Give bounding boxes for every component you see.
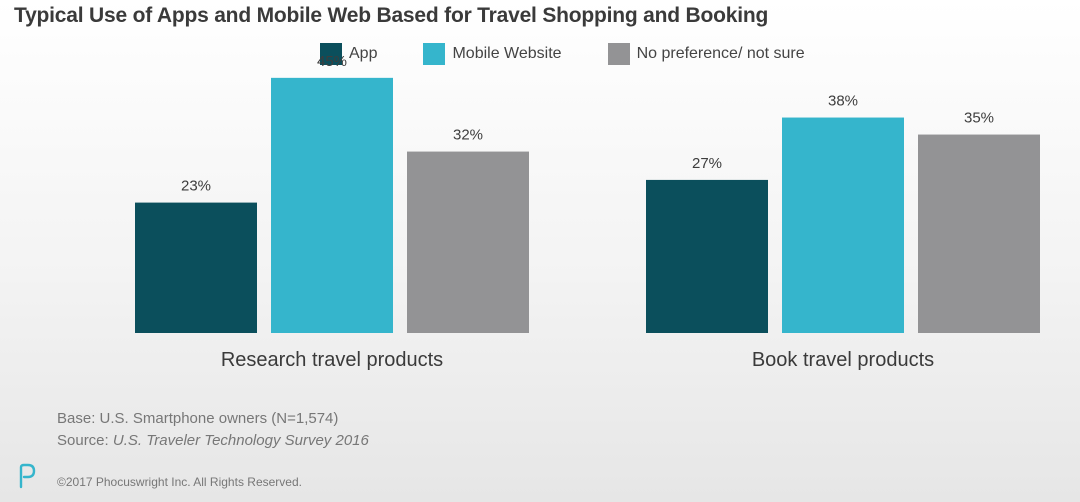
legend-item: Mobile Website xyxy=(423,43,562,65)
chart-title: Typical Use of Apps and Mobile Web Based… xyxy=(14,4,769,27)
copyright: ©2017 Phocuswright Inc. All Rights Reser… xyxy=(57,475,302,489)
category-label: Research travel products xyxy=(221,349,443,371)
bar xyxy=(782,117,904,333)
data-label: 23% xyxy=(181,178,211,195)
legend-item: No preference/ not sure xyxy=(607,43,805,65)
source-prefix: Source: xyxy=(57,432,113,449)
data-label: 45% xyxy=(317,53,347,70)
bar-chart: 23% 45% 32% Research travel products 27% 38% 3… xyxy=(135,53,1040,371)
base-note: Base: U.S. Smartphone owners (N=1,574) xyxy=(57,410,339,427)
legend-swatch xyxy=(607,43,630,65)
legend-label: No preference/ not sure xyxy=(636,45,805,62)
source-note: Source: U.S. Traveler Technology Survey … xyxy=(57,430,369,452)
category-label: Book travel products xyxy=(752,349,934,371)
legend-label: App xyxy=(349,45,378,62)
legend-item: App xyxy=(320,43,377,65)
legend: App Mobile Website No preference/ not sure xyxy=(320,42,851,66)
data-label: 38% xyxy=(828,93,858,110)
bar xyxy=(918,134,1040,333)
bar xyxy=(135,202,257,333)
legend-swatch xyxy=(320,43,342,65)
bar xyxy=(646,179,768,333)
legend-label: Mobile Website xyxy=(452,45,562,62)
data-label: 27% xyxy=(692,155,722,172)
data-label: 35% xyxy=(964,110,994,127)
bar xyxy=(271,77,393,333)
chart-notes: Base: U.S. Smartphone owners (N=1,574) S… xyxy=(57,408,369,452)
phocuswright-p-logo-icon xyxy=(16,463,38,494)
data-label: 32% xyxy=(453,127,483,144)
source-title: U.S. Traveler Technology Survey 2016 xyxy=(112,432,369,449)
legend-swatch xyxy=(423,43,446,65)
bar xyxy=(407,151,529,333)
